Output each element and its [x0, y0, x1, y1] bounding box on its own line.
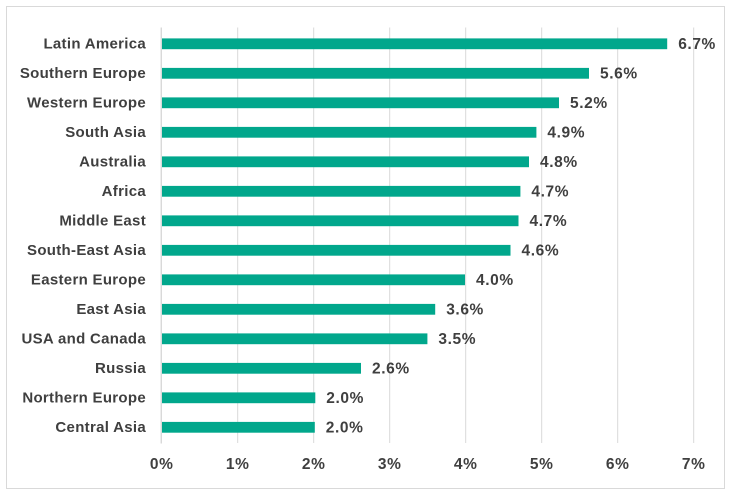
svg-text:4.9%: 4.9% — [547, 125, 585, 142]
svg-text:Africa: Africa — [102, 183, 147, 200]
svg-text:2.0%: 2.0% — [326, 420, 364, 437]
svg-text:South-East Asia: South-East Asia — [27, 242, 146, 259]
svg-text:Latin America: Latin America — [43, 35, 146, 52]
svg-text:4.8%: 4.8% — [540, 154, 578, 171]
svg-text:4.7%: 4.7% — [530, 213, 568, 230]
svg-text:1%: 1% — [226, 456, 250, 473]
svg-text:4.0%: 4.0% — [476, 272, 514, 289]
svg-text:East Asia: East Asia — [76, 301, 146, 318]
svg-text:2.0%: 2.0% — [326, 390, 364, 407]
svg-text:5.6%: 5.6% — [600, 66, 638, 83]
svg-text:Western Europe: Western Europe — [27, 94, 146, 111]
svg-text:Russia: Russia — [95, 360, 146, 377]
svg-text:4.7%: 4.7% — [531, 184, 569, 201]
svg-text:0%: 0% — [150, 456, 174, 473]
svg-text:Central Asia: Central Asia — [55, 419, 146, 436]
svg-text:Middle East: Middle East — [59, 212, 146, 229]
svg-text:Northern Europe: Northern Europe — [22, 389, 146, 406]
svg-text:Australia: Australia — [79, 153, 146, 170]
svg-text:Eastern Europe: Eastern Europe — [31, 271, 146, 288]
svg-text:3.6%: 3.6% — [446, 302, 484, 319]
svg-text:South Asia: South Asia — [65, 124, 146, 141]
svg-text:4%: 4% — [454, 456, 478, 473]
svg-text:6%: 6% — [606, 456, 630, 473]
svg-text:6.7%: 6.7% — [678, 36, 716, 53]
svg-text:5%: 5% — [530, 456, 554, 473]
svg-text:7%: 7% — [682, 456, 706, 473]
svg-text:5.2%: 5.2% — [570, 95, 608, 112]
svg-text:2%: 2% — [302, 456, 326, 473]
svg-text:2.6%: 2.6% — [372, 361, 410, 378]
svg-text:3%: 3% — [378, 456, 402, 473]
svg-text:Southern Europe: Southern Europe — [20, 65, 146, 82]
svg-text:USA and Canada: USA and Canada — [21, 330, 146, 347]
svg-text:4.6%: 4.6% — [522, 243, 560, 260]
svg-text:3.5%: 3.5% — [438, 331, 476, 348]
